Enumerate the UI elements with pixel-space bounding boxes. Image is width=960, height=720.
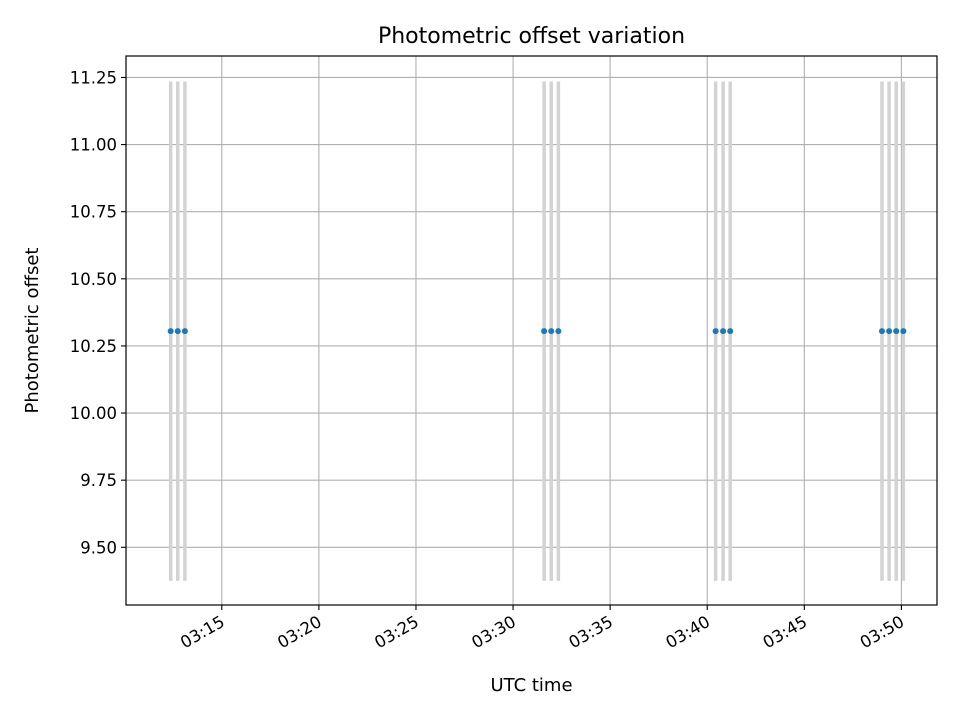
- data-point: [900, 328, 907, 335]
- data-point: [174, 328, 181, 335]
- y-tick-label: 9.50: [80, 538, 117, 557]
- data-point: [878, 328, 885, 335]
- data-points: [167, 328, 907, 335]
- y-tick-label: 9.75: [80, 471, 117, 490]
- data-point: [541, 328, 548, 335]
- y-tick-label: 10.50: [70, 270, 117, 289]
- grid: [126, 56, 937, 605]
- y-tick-label: 10.25: [70, 337, 117, 356]
- plot-frame: [125, 55, 938, 606]
- data-point: [720, 328, 727, 335]
- y-tick-label: 11.00: [70, 136, 117, 155]
- data-point: [548, 328, 555, 335]
- y-axis-ticks: 9.50 9.75 10.00 10.25 10.50 10.75 11.00 11.25: [70, 68, 126, 557]
- data-point: [727, 328, 734, 335]
- y-axis-label: Photometric offset: [22, 248, 43, 414]
- data-point: [555, 328, 562, 335]
- y-tick-label: 10.75: [70, 203, 117, 222]
- data-point: [886, 328, 893, 335]
- y-tick-label: 10.00: [70, 404, 117, 423]
- x-axis-label: UTC time: [490, 675, 572, 696]
- chart-title: Photometric offset variation: [378, 24, 685, 49]
- data-point: [181, 328, 188, 335]
- data-point: [893, 328, 900, 335]
- data-point: [712, 328, 719, 335]
- data-point: [167, 328, 174, 335]
- y-tick-label: 11.25: [70, 68, 117, 87]
